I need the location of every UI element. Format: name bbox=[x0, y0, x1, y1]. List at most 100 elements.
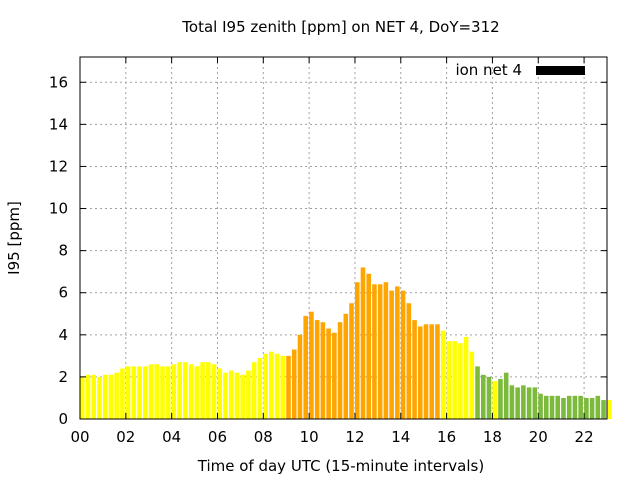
bar bbox=[360, 267, 366, 419]
bar bbox=[607, 400, 612, 419]
x-tick-label: 22 bbox=[575, 428, 594, 446]
legend-label: ion net 4 bbox=[455, 61, 522, 79]
bar bbox=[429, 324, 435, 419]
bar bbox=[326, 328, 331, 419]
bar bbox=[274, 353, 280, 419]
bar bbox=[561, 397, 566, 419]
bar bbox=[572, 395, 578, 419]
bar bbox=[102, 374, 108, 419]
bar bbox=[125, 366, 131, 419]
bar bbox=[412, 320, 417, 419]
bar bbox=[538, 393, 543, 419]
bar bbox=[435, 324, 440, 419]
bar bbox=[377, 284, 383, 419]
y-tick-label: 16 bbox=[49, 73, 68, 91]
bar bbox=[555, 395, 561, 419]
bar bbox=[469, 351, 475, 419]
bar bbox=[337, 322, 343, 419]
bar bbox=[509, 385, 515, 419]
bar bbox=[97, 376, 102, 419]
bar bbox=[372, 284, 377, 419]
bar bbox=[206, 362, 211, 419]
x-tick-label: 08 bbox=[254, 428, 273, 446]
bar bbox=[217, 368, 223, 419]
y-tick-label: 14 bbox=[49, 115, 68, 133]
bar bbox=[578, 395, 583, 419]
legend-swatch bbox=[536, 66, 585, 75]
bar bbox=[383, 282, 389, 419]
bar bbox=[480, 374, 486, 419]
bar bbox=[417, 326, 423, 419]
bar bbox=[246, 370, 251, 419]
bar bbox=[343, 313, 349, 419]
bar bbox=[85, 374, 91, 419]
bar bbox=[446, 341, 452, 419]
bar bbox=[280, 355, 286, 419]
bar bbox=[584, 397, 589, 419]
plot-frame bbox=[79, 56, 608, 420]
bar bbox=[228, 370, 234, 419]
bar bbox=[177, 362, 182, 419]
bar bbox=[526, 387, 532, 419]
bar bbox=[257, 357, 263, 419]
bar bbox=[297, 334, 303, 419]
y-tick-label: 6 bbox=[58, 284, 68, 302]
bar bbox=[389, 290, 394, 419]
bar bbox=[251, 362, 257, 419]
bar bbox=[165, 366, 171, 419]
bar bbox=[120, 368, 125, 419]
bar bbox=[458, 343, 463, 419]
y-tick-label: 2 bbox=[58, 368, 68, 386]
bar bbox=[354, 282, 360, 419]
bar bbox=[486, 376, 492, 419]
x-tick-label: 00 bbox=[70, 428, 89, 446]
bar bbox=[269, 351, 274, 419]
y-tick-label: 4 bbox=[58, 326, 68, 344]
x-tick-label: 14 bbox=[391, 428, 410, 446]
bar bbox=[503, 372, 509, 419]
bar bbox=[234, 372, 240, 419]
bar bbox=[131, 366, 137, 419]
bar bbox=[80, 376, 85, 419]
x-tick-label: 12 bbox=[345, 428, 364, 446]
bar bbox=[601, 400, 606, 419]
bar bbox=[452, 341, 457, 419]
y-tick-label: 8 bbox=[58, 242, 68, 260]
bar bbox=[366, 273, 371, 419]
bar bbox=[566, 395, 572, 419]
bar bbox=[148, 364, 154, 419]
bar bbox=[108, 374, 114, 419]
x-tick-label: 16 bbox=[437, 428, 456, 446]
x-tick-label: 02 bbox=[116, 428, 135, 446]
bar bbox=[395, 286, 400, 419]
x-tick-label: 04 bbox=[162, 428, 181, 446]
bar bbox=[286, 355, 291, 419]
bar bbox=[114, 372, 119, 419]
bar bbox=[200, 362, 205, 419]
bar bbox=[171, 364, 177, 419]
bar bbox=[492, 381, 498, 419]
bar bbox=[532, 387, 538, 419]
bar bbox=[463, 336, 469, 419]
bar bbox=[183, 362, 188, 419]
x-tick-label: 10 bbox=[300, 428, 319, 446]
bar bbox=[91, 374, 97, 419]
bar bbox=[309, 311, 314, 419]
bar bbox=[320, 322, 326, 419]
bar bbox=[332, 332, 337, 419]
bar bbox=[498, 379, 503, 419]
bar bbox=[188, 364, 194, 419]
bar bbox=[154, 364, 160, 419]
bar bbox=[263, 353, 268, 419]
bar bbox=[543, 395, 549, 419]
bar bbox=[349, 303, 354, 419]
bar bbox=[595, 395, 601, 419]
bar bbox=[291, 349, 297, 419]
bar bbox=[475, 366, 480, 419]
x-tick-label: 18 bbox=[483, 428, 502, 446]
bars bbox=[80, 267, 612, 419]
grid bbox=[80, 57, 607, 419]
chart-title: Total I95 zenith [ppm] on NET 4, DoY=312 bbox=[181, 18, 499, 36]
